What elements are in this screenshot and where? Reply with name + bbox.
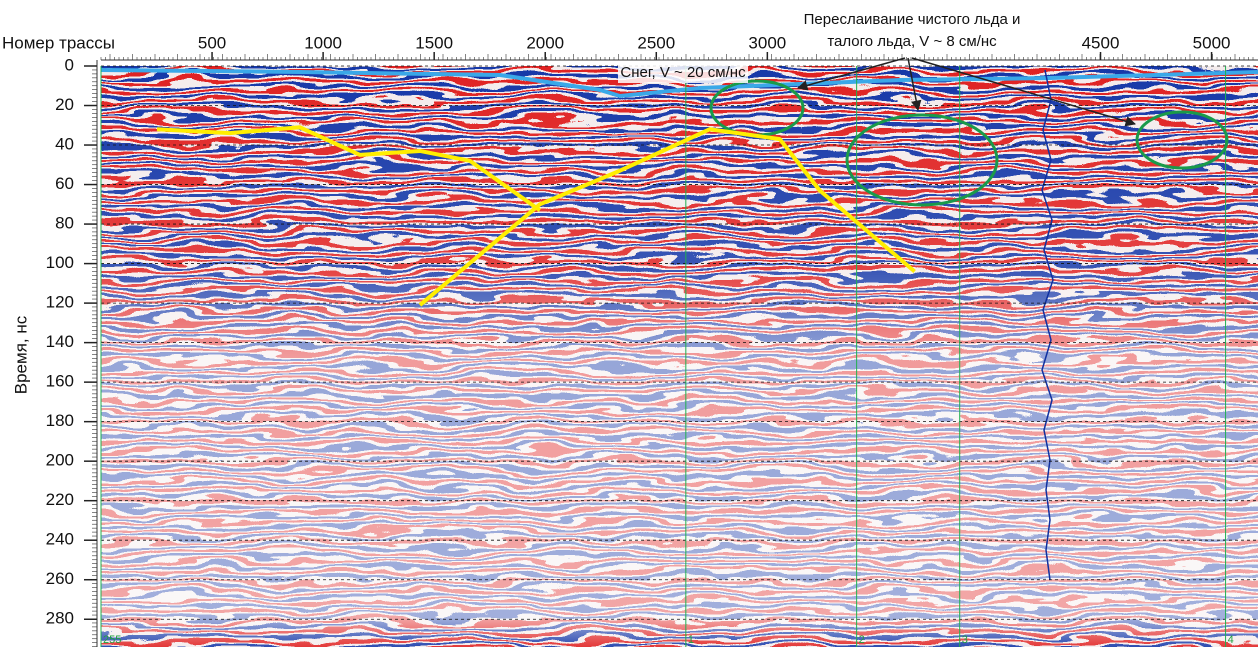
x-tick-label: 2500 bbox=[637, 33, 675, 52]
marker-label: 255 bbox=[103, 634, 121, 646]
y-tick-label: 260 bbox=[46, 569, 74, 588]
marker-label: 2 bbox=[859, 634, 865, 646]
y-tick-label: 200 bbox=[46, 451, 74, 470]
chart: 0 20 40 60 80 100 120 140 160 180 200 220 240 260 280 5… bbox=[0, 0, 1258, 647]
x-tick-label: 5000 bbox=[1193, 33, 1231, 52]
y-tick-label: 80 bbox=[55, 214, 74, 233]
y-tick-label: 60 bbox=[55, 174, 74, 193]
x-tick-label: 2000 bbox=[526, 33, 564, 52]
annotation: талого льда, V ~ 8 см/нс bbox=[827, 33, 997, 50]
y-tick-label: 20 bbox=[55, 95, 74, 114]
x-tick-label: 1500 bbox=[415, 33, 453, 52]
y-tick-label: 40 bbox=[55, 135, 74, 154]
y-tick-label: 0 bbox=[65, 55, 74, 74]
annotation: Снег, V ~ 20 см/нс bbox=[620, 64, 746, 81]
y-tick-label: 280 bbox=[46, 609, 74, 628]
y-tick-label: 120 bbox=[46, 293, 74, 312]
annotation: Переслаивание чистого льда и bbox=[804, 11, 1021, 28]
y-tick-label: 180 bbox=[46, 411, 74, 430]
y-tick-label: 140 bbox=[46, 332, 74, 351]
x-tick-label: 500 bbox=[198, 33, 226, 52]
marker-label: 3 bbox=[962, 634, 968, 646]
y-axis-label: Время, нс bbox=[11, 315, 30, 394]
marker-label: 4 bbox=[1228, 634, 1234, 646]
x-tick-label: 3000 bbox=[748, 33, 786, 52]
y-tick-label: 100 bbox=[46, 253, 74, 272]
y-tick-label: 240 bbox=[46, 530, 74, 549]
y-tick-label: 160 bbox=[46, 372, 74, 391]
x-tick-label: 4500 bbox=[1082, 33, 1120, 52]
y-tick-label: 220 bbox=[46, 490, 74, 509]
x-axis-label: Номер трассы bbox=[2, 33, 115, 52]
marker-label: 1 bbox=[688, 634, 694, 646]
x-tick-label: 1000 bbox=[304, 33, 342, 52]
